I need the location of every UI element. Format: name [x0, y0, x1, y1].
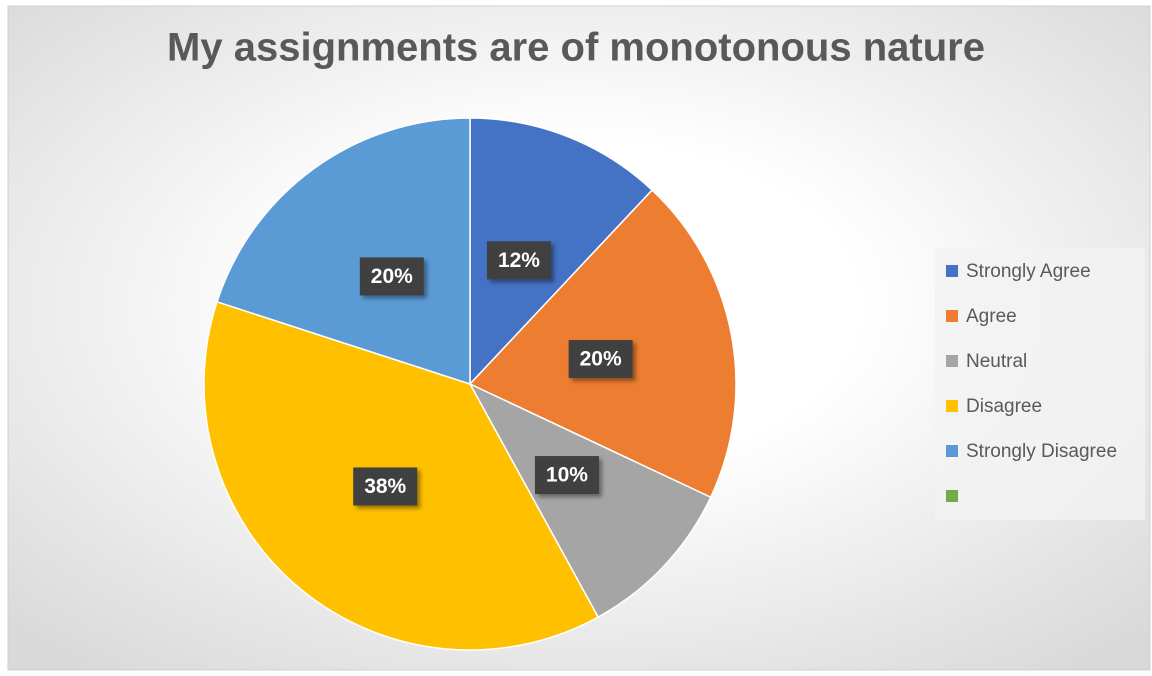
legend-label: Neutral — [966, 351, 1027, 372]
data-label: 20% — [371, 265, 413, 288]
pie-slice — [468, 382, 712, 619]
pie-slice — [469, 117, 654, 386]
legend-label: Strongly Disagree — [966, 441, 1117, 462]
data-label-box — [534, 456, 599, 495]
pie-slice — [216, 117, 471, 386]
legend-label: Agree — [966, 306, 1017, 327]
chart-title: My assignments are of monotonous nature — [167, 26, 985, 70]
legend-swatch — [946, 310, 958, 322]
data-label-box — [486, 241, 551, 280]
data-label: 20% — [580, 348, 622, 371]
data-label-box — [359, 257, 424, 296]
legend-swatch — [946, 265, 958, 277]
data-label: 38% — [364, 475, 406, 498]
legend-label: Strongly Agree — [966, 261, 1091, 282]
legend-label: Disagree — [966, 396, 1042, 417]
data-label-box — [353, 467, 418, 506]
legend-swatch — [946, 400, 958, 412]
data-label: 10% — [546, 464, 588, 487]
legend-swatch — [946, 490, 958, 502]
legend-swatch — [946, 355, 958, 367]
data-label-box — [568, 340, 633, 379]
legend-box — [935, 248, 1145, 520]
data-label: 12% — [498, 249, 540, 272]
legend-swatch — [946, 445, 958, 457]
